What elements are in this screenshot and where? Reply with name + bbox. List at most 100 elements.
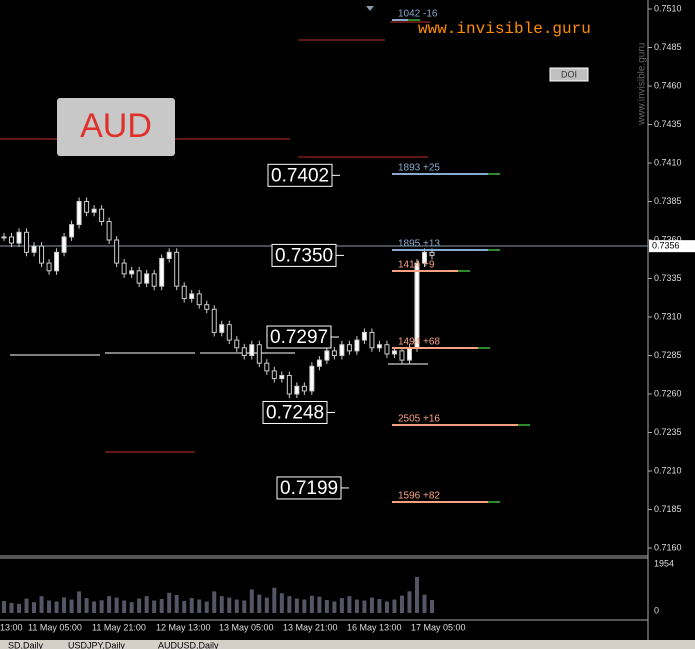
volume-bar xyxy=(9,602,14,613)
level-label: 0.7199 xyxy=(280,478,338,499)
y-tick-label: 0.7285 xyxy=(654,350,682,360)
candle-body xyxy=(129,270,135,275)
time-label: 11 May 21:00 xyxy=(92,622,146,632)
candle-body xyxy=(286,375,292,395)
order-label: 1042 -16 xyxy=(398,9,438,20)
volume-bar xyxy=(362,600,367,613)
candle-body xyxy=(346,344,352,352)
volume-bar xyxy=(392,599,397,613)
level-label: 0.7248 xyxy=(266,402,324,423)
volume-bar xyxy=(234,599,239,613)
candle-body xyxy=(414,262,420,349)
candle-body xyxy=(144,273,150,284)
candle-body xyxy=(309,365,315,392)
volume-bar xyxy=(264,597,269,613)
y-tick-label: 0.7485 xyxy=(654,42,682,52)
time-label: 13:00 xyxy=(0,622,23,632)
volume-bar xyxy=(62,597,67,613)
candle-body xyxy=(256,344,262,364)
volume-bar xyxy=(32,602,37,613)
current-price-box xyxy=(649,240,695,253)
candle-body xyxy=(271,370,277,380)
candle-body xyxy=(159,257,165,287)
y-tick-label: 0.7360 xyxy=(654,234,682,244)
volume-bar xyxy=(197,599,202,613)
order-label: 2505 +16 xyxy=(398,414,440,425)
y-tick-label: 0.7160 xyxy=(654,542,682,552)
candle-body xyxy=(84,201,90,213)
tab-label[interactable]: USDJPY,Daily xyxy=(68,640,125,649)
order-label: 1895 +13 xyxy=(398,239,440,250)
candle-body xyxy=(189,293,195,300)
candle-body xyxy=(91,208,97,213)
symbol-text: AUD xyxy=(80,107,152,145)
volume-bar xyxy=(249,589,254,613)
watermark-vertical: www.invisible.guru xyxy=(637,43,648,126)
candle-body xyxy=(31,245,37,253)
level-label: 0.7350 xyxy=(275,245,333,266)
doi-button[interactable] xyxy=(549,67,589,82)
y-tick-label: 0.7385 xyxy=(654,196,682,206)
volume-bar xyxy=(309,595,314,613)
volume-bar xyxy=(77,591,82,613)
volume-bar xyxy=(152,600,157,613)
volume-bar xyxy=(332,601,337,613)
candle-body xyxy=(361,331,367,341)
volume-bar xyxy=(414,576,419,613)
volume-bar xyxy=(279,593,284,613)
volume-bar xyxy=(17,603,22,613)
volume-bar xyxy=(384,601,389,613)
y-tick-label: 0.7460 xyxy=(654,80,682,90)
volume-bar xyxy=(137,598,142,613)
order-label: 1494 +68 xyxy=(398,337,440,348)
candle-body xyxy=(181,285,187,300)
candle-body xyxy=(421,251,427,264)
volume-bar xyxy=(257,594,262,613)
candle-body xyxy=(136,270,142,284)
tab-label[interactable]: SD,Daily xyxy=(8,640,44,649)
volume-bar xyxy=(339,598,344,613)
candle-body xyxy=(54,251,60,272)
doi-label[interactable]: DOI xyxy=(561,69,577,79)
levels-white xyxy=(10,352,428,365)
candle-body xyxy=(301,385,307,392)
candle-body xyxy=(106,221,112,241)
volume-bar xyxy=(242,600,247,613)
candle-body xyxy=(391,350,397,355)
candle-body xyxy=(46,262,52,272)
candle-body xyxy=(249,344,255,357)
volume-bar xyxy=(227,597,232,613)
volume-bar xyxy=(99,600,104,613)
volume-tick-label: 0 xyxy=(654,605,659,615)
volume-bar xyxy=(69,599,74,613)
volume-bar xyxy=(204,601,209,613)
candle-body xyxy=(114,239,120,264)
candle-body xyxy=(354,339,360,352)
candle-body xyxy=(151,273,157,287)
candle-body xyxy=(406,347,412,361)
time-label: 13 May 05:00 xyxy=(219,622,274,632)
candle-body xyxy=(9,236,15,244)
tab-label[interactable]: AUDUSD,Daily xyxy=(158,640,219,649)
level-label: 0.7297 xyxy=(270,327,328,348)
symbol-box xyxy=(57,98,175,156)
time-label: 12 May 13:00 xyxy=(156,622,211,632)
y-tick-label: 0.7310 xyxy=(654,311,682,321)
shift-marker xyxy=(366,6,374,11)
volume-tick-label: 1954 xyxy=(654,558,674,568)
candle-body xyxy=(376,344,382,349)
candle-body xyxy=(196,293,202,306)
volume-bar xyxy=(430,600,434,613)
y-tick-label: 0.7235 xyxy=(654,427,682,437)
order-label: 1596 +82 xyxy=(398,491,440,502)
volume-bar xyxy=(92,601,97,613)
candle-body xyxy=(399,350,405,361)
volume-bar xyxy=(174,594,179,613)
volume-bar xyxy=(189,598,194,613)
candle-body xyxy=(339,344,345,357)
candle-body xyxy=(241,347,247,356)
volume-bar xyxy=(422,594,427,613)
candle-body xyxy=(219,324,225,333)
